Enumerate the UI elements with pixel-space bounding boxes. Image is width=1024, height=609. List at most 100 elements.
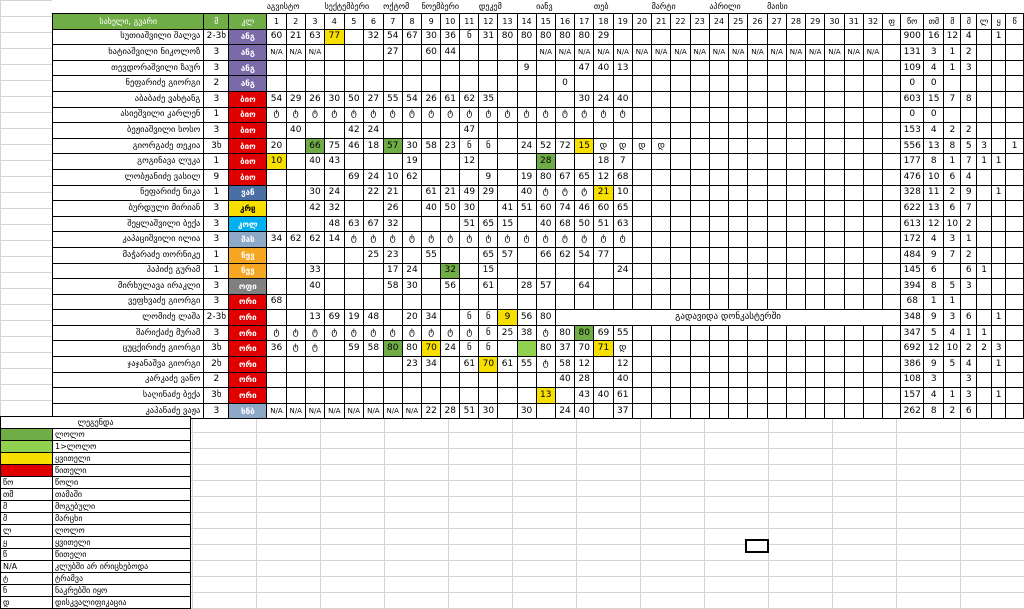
day-cell[interactable]: 49	[459, 184, 480, 202]
stat-cell[interactable]: 6	[960, 402, 978, 420]
day-cell[interactable]	[478, 371, 499, 389]
stat-cell[interactable]	[1005, 153, 1024, 170]
day-cell[interactable]	[862, 278, 884, 295]
stat-cell[interactable]	[943, 371, 962, 389]
day-cell[interactable]	[651, 200, 672, 217]
day-cell[interactable]: ტ	[612, 231, 633, 248]
day-cell[interactable]	[363, 262, 384, 280]
day-cell[interactable]	[747, 153, 768, 170]
day-cell[interactable]	[882, 44, 902, 61]
day-cell[interactable]	[689, 402, 710, 420]
stat-cell[interactable]	[1005, 90, 1024, 108]
day-cell[interactable]: ტ	[363, 231, 384, 248]
day-cell[interactable]	[766, 75, 787, 92]
day-cell[interactable]	[862, 231, 884, 248]
day-cell[interactable]: 67	[363, 215, 384, 233]
day-cell[interactable]	[785, 28, 807, 46]
day-cell[interactable]: 61	[497, 356, 518, 373]
class-cell[interactable]: ვან	[228, 184, 268, 202]
day-cell[interactable]: 23	[440, 137, 461, 155]
day-cell[interactable]: 60	[421, 44, 442, 61]
stat-cell[interactable]: 9	[923, 309, 945, 326]
day-cell[interactable]: 55	[421, 246, 442, 264]
day-column-header[interactable]: 16	[554, 13, 576, 30]
day-cell[interactable]	[785, 75, 807, 92]
day-cell[interactable]: 40	[535, 215, 556, 233]
day-cell[interactable]	[882, 122, 902, 139]
day-cell[interactable]: ნ	[459, 309, 480, 326]
day-cell[interactable]	[785, 153, 807, 170]
day-cell[interactable]	[689, 28, 710, 46]
day-cell[interactable]	[824, 371, 845, 389]
stat-cell[interactable]	[991, 293, 1007, 311]
day-cell[interactable]: 34	[421, 356, 442, 373]
day-cell[interactable]	[285, 246, 306, 264]
day-cell[interactable]: 40	[612, 90, 633, 108]
stat-cell[interactable]	[976, 28, 993, 46]
day-cell[interactable]	[689, 278, 710, 295]
day-cell[interactable]	[689, 371, 710, 389]
day-cell[interactable]	[574, 122, 595, 139]
stat-cell[interactable]	[976, 59, 993, 77]
day-column-header[interactable]: 21	[651, 13, 672, 30]
day-cell[interactable]	[766, 215, 787, 233]
day-cell[interactable]: 80	[554, 324, 576, 342]
class-cell[interactable]: ბიო	[228, 90, 268, 108]
day-cell[interactable]	[747, 246, 768, 264]
stat-cell[interactable]: 6	[960, 309, 978, 326]
day-cell[interactable]	[304, 59, 326, 77]
day-cell[interactable]	[554, 122, 576, 139]
day-cell[interactable]: 28	[516, 278, 537, 295]
day-cell[interactable]	[785, 184, 807, 202]
class-cell[interactable]: ბიო	[228, 168, 268, 186]
day-cell[interactable]: 80	[497, 28, 518, 46]
day-cell[interactable]	[401, 122, 423, 139]
day-cell[interactable]: ტ	[535, 356, 556, 373]
day-cell[interactable]	[708, 28, 730, 46]
day-cell[interactable]	[766, 28, 787, 46]
day-cell[interactable]: 52	[535, 137, 556, 155]
class-cell[interactable]: ბიო	[228, 106, 268, 124]
stat-cell[interactable]: 1	[991, 356, 1007, 373]
day-cell[interactable]	[689, 75, 710, 92]
day-cell[interactable]	[670, 168, 691, 186]
day-cell[interactable]	[324, 387, 345, 404]
day-cell[interactable]	[440, 246, 461, 264]
day-cell[interactable]	[747, 387, 768, 404]
day-cell[interactable]	[651, 356, 672, 373]
day-cell[interactable]: 65	[574, 168, 595, 186]
stat-cell[interactable]: 7	[943, 246, 962, 264]
stat-cell[interactable]	[1005, 44, 1024, 61]
day-cell[interactable]	[651, 340, 672, 358]
day-cell[interactable]	[747, 262, 768, 280]
day-cell[interactable]	[805, 28, 826, 46]
day-cell[interactable]	[785, 137, 807, 155]
day-cell[interactable]: ტ	[285, 324, 306, 342]
day-cell[interactable]	[593, 293, 614, 311]
day-cell[interactable]	[843, 262, 864, 280]
day-cell[interactable]	[516, 371, 537, 389]
stat-cell[interactable]	[991, 246, 1007, 264]
stat-cell[interactable]: 328	[900, 184, 925, 202]
stat-cell[interactable]: 5	[960, 137, 978, 155]
day-cell[interactable]	[363, 59, 384, 77]
day-cell[interactable]	[785, 106, 807, 124]
day-cell[interactable]	[497, 44, 518, 61]
day-cell[interactable]: 50	[440, 200, 461, 217]
day-cell[interactable]	[728, 262, 749, 280]
day-cell[interactable]	[766, 278, 787, 295]
day-cell[interactable]: 19	[343, 309, 365, 326]
day-cell[interactable]: 27	[382, 44, 403, 61]
day-cell[interactable]	[670, 75, 691, 92]
day-cell[interactable]	[728, 324, 749, 342]
day-cell[interactable]	[805, 387, 826, 404]
day-cell[interactable]	[882, 168, 902, 186]
day-column-header[interactable]: 30	[824, 13, 845, 30]
stat-cell[interactable]: 2	[960, 246, 978, 264]
day-column-header[interactable]: 19	[612, 13, 633, 30]
day-cell[interactable]	[285, 75, 306, 92]
day-cell[interactable]	[862, 215, 884, 233]
stat-cell[interactable]: 7	[943, 90, 962, 108]
day-cell[interactable]	[478, 200, 499, 217]
player-name-cell[interactable]: შარიქაძე მურამ	[51, 324, 205, 342]
